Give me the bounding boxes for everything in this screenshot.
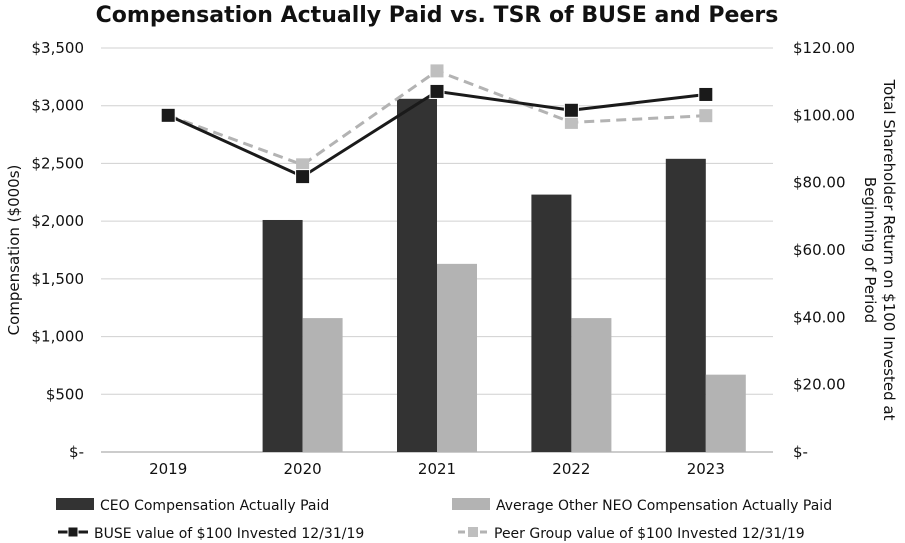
right-tick-label: $40.00 bbox=[793, 308, 846, 326]
bar-ceo-2023 bbox=[665, 158, 706, 452]
marker-buse-2019 bbox=[160, 107, 176, 123]
marker-buse-2021 bbox=[429, 83, 445, 99]
legend-label-peer: Peer Group value of $100 Invested 12/31/… bbox=[494, 526, 805, 542]
marker-buse-2020 bbox=[295, 169, 311, 185]
x-tick-label: 2021 bbox=[418, 460, 456, 478]
left-tick-label: $2,500 bbox=[32, 154, 85, 172]
right-axis-title-line2: Beginning of Period bbox=[861, 177, 879, 323]
legend-label-neo: Average Other NEO Compensation Actually … bbox=[496, 498, 832, 514]
chart-title: Compensation Actually Paid vs. TSR of BU… bbox=[96, 3, 779, 28]
left-axis-ticks: $- $500 $1,000 $1,500 $2,000 $2,500 $3,000 $3,5… bbox=[32, 39, 85, 461]
right-tick-label: $20.00 bbox=[793, 376, 846, 394]
x-tick-label: 2019 bbox=[149, 460, 187, 478]
left-tick-label: $3,500 bbox=[32, 39, 85, 57]
legend-swatch-neo bbox=[452, 498, 490, 510]
legend-marker-buse bbox=[67, 526, 79, 538]
marker-peer-2021 bbox=[430, 64, 444, 78]
right-tick-label: $60.00 bbox=[793, 241, 846, 259]
marker-peer-2022 bbox=[564, 115, 578, 129]
x-axis-ticks: 2019 2020 2021 2022 2023 bbox=[149, 460, 725, 478]
right-tick-label: $80.00 bbox=[793, 174, 846, 192]
right-tick-label: $100.00 bbox=[793, 106, 855, 124]
legend-label-buse: BUSE value of $100 Invested 12/31/19 bbox=[94, 526, 364, 542]
bar-neo-2023 bbox=[705, 374, 746, 452]
bar-ceo-2022 bbox=[531, 194, 572, 452]
left-tick-label: $3,000 bbox=[32, 97, 85, 115]
left-tick-label: $1,000 bbox=[32, 328, 85, 346]
bar-neo-2020 bbox=[302, 318, 343, 452]
bar-ceo-2020 bbox=[262, 219, 303, 452]
x-tick-label: 2023 bbox=[687, 460, 725, 478]
marker-buse-2022 bbox=[563, 102, 579, 118]
left-tick-label: $- bbox=[69, 443, 84, 461]
left-tick-label: $1,500 bbox=[32, 270, 85, 288]
right-axis-title-line1: Total Shareholder Return on $100 Investe… bbox=[880, 79, 898, 421]
right-tick-label: $120.00 bbox=[793, 39, 855, 57]
legend-label-ceo: CEO Compensation Actually Paid bbox=[100, 498, 329, 514]
bar-ceo-2021 bbox=[397, 98, 437, 452]
legend: CEO Compensation Actually Paid Average Ot… bbox=[56, 498, 832, 542]
right-tick-label: $- bbox=[793, 443, 808, 461]
left-tick-label: $2,000 bbox=[32, 212, 85, 230]
right-axis-ticks: $- $20.00 $40.00 $60.00 $80.00 $100.00 $120.00 bbox=[793, 39, 855, 461]
line-series bbox=[160, 64, 714, 185]
marker-peer-2020 bbox=[296, 158, 310, 172]
x-tick-label: 2020 bbox=[284, 460, 322, 478]
bars bbox=[262, 98, 746, 452]
legend-marker-peer bbox=[468, 527, 478, 537]
marker-peer-2023 bbox=[699, 109, 713, 123]
legend-swatch-ceo bbox=[56, 498, 94, 510]
bar-neo-2022 bbox=[571, 318, 612, 452]
left-axis-title: Compensation ($000s) bbox=[5, 165, 23, 336]
x-tick-label: 2022 bbox=[552, 460, 590, 478]
left-tick-label: $500 bbox=[46, 385, 84, 403]
marker-buse-2023 bbox=[698, 86, 714, 102]
bar-neo-2021 bbox=[437, 263, 477, 452]
